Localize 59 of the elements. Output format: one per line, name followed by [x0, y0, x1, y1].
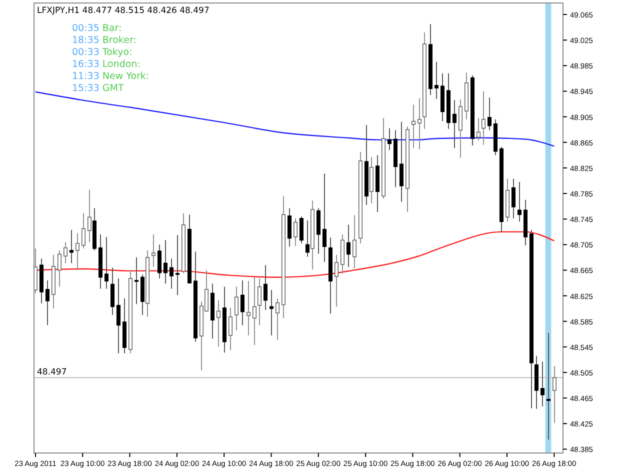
candlestick [252, 276, 257, 346]
candlestick [411, 104, 416, 149]
candlestick [157, 244, 162, 279]
candlestick [116, 278, 121, 354]
candlestick [257, 278, 262, 326]
candlestick [57, 250, 62, 288]
candlestick [263, 264, 268, 310]
annotation: 18:35 Broker: [72, 35, 136, 46]
ref-line-label: 48.497 [37, 368, 67, 378]
candlestick [476, 118, 481, 141]
candlestick [481, 90, 486, 146]
candlestick [417, 98, 422, 150]
candlestick [234, 286, 239, 331]
annotation: 00:35 Bar: [72, 23, 122, 34]
candlestick [246, 280, 251, 336]
candlestick [399, 121, 404, 202]
chart-title: LFXJPY,H1 48.477 48.515 48.426 48.497 [37, 6, 210, 16]
candlestick [75, 232, 80, 271]
candlestick [175, 234, 180, 296]
candlestick [316, 208, 321, 254]
candlestick [322, 173, 327, 262]
candlestick [45, 280, 50, 326]
candlestick [346, 224, 351, 268]
candlestick [293, 218, 298, 246]
candlestick [546, 332, 551, 440]
candlestick [287, 208, 292, 248]
annotation: 11:33 New York: [72, 71, 150, 82]
candlestick [334, 254, 339, 308]
candlestick [163, 240, 168, 284]
candlestick [552, 366, 557, 424]
annotation: 16:33 London: [72, 59, 140, 70]
candlestick [387, 128, 392, 151]
candlestick [104, 236, 109, 290]
candlestick [299, 216, 304, 244]
candlestick [81, 212, 86, 249]
candlestick [352, 214, 357, 269]
annotation: 15:33 GMT [72, 83, 124, 94]
candlestick [169, 258, 174, 290]
candlestick [511, 178, 516, 219]
candlestick [487, 97, 492, 131]
candlestick [452, 100, 457, 149]
candlestick [228, 307, 233, 351]
candlestick [434, 61, 439, 100]
candlestick [151, 234, 156, 268]
candlestick [269, 290, 274, 336]
candlestick [275, 298, 280, 340]
candlestick [517, 181, 522, 222]
candlestick [87, 189, 92, 243]
candlestick [134, 256, 139, 305]
line-series [34, 91, 555, 147]
candlestick [540, 361, 545, 407]
candlestick [69, 229, 74, 264]
annotation: 00:33 Tokyo: [72, 47, 132, 58]
candlestick [216, 300, 221, 348]
candlestick [305, 220, 310, 258]
candlestick [110, 267, 115, 316]
candlestick [240, 280, 245, 326]
candlestick [63, 242, 68, 264]
candlestick [458, 99, 463, 158]
